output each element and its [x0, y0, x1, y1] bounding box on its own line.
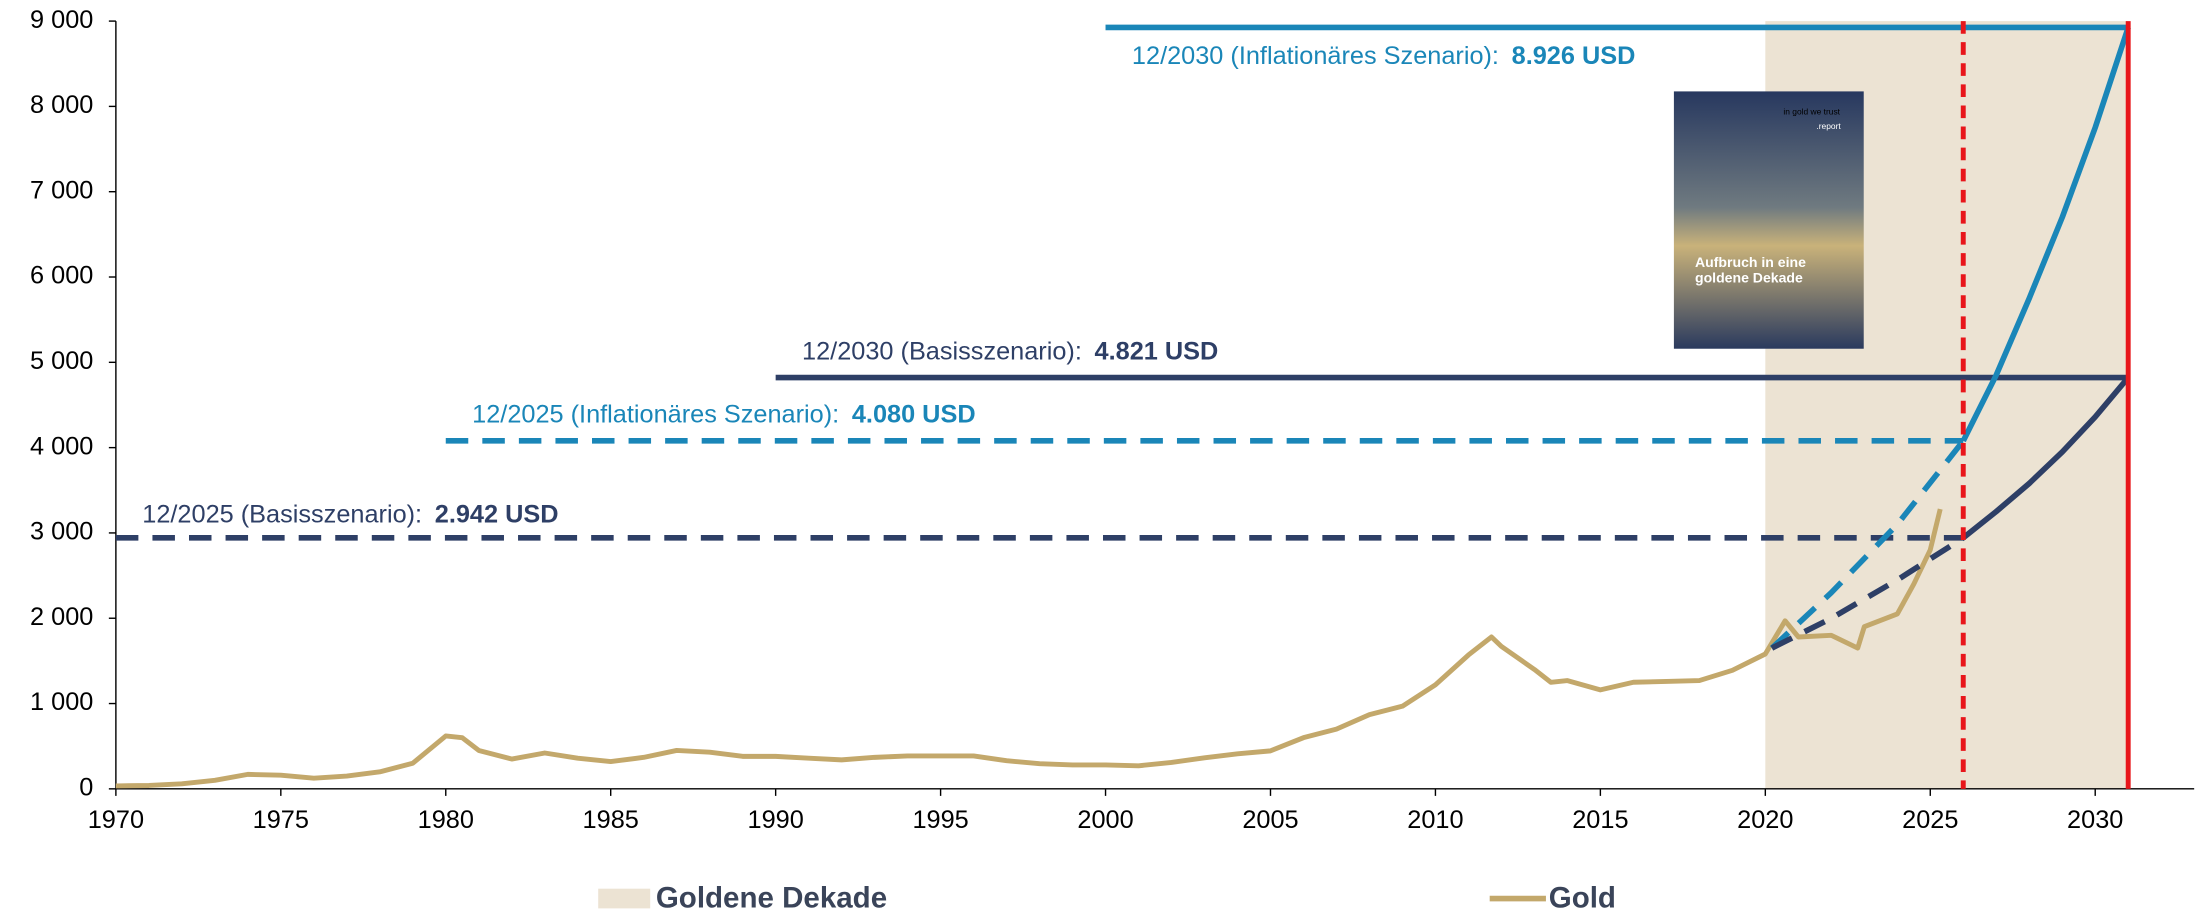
- x-tick-label: 1970: [88, 806, 144, 834]
- legend-label: Gold: [1549, 882, 1616, 914]
- x-tick-label: 2030: [2067, 806, 2123, 834]
- scenario-name: 12/2030 (Inflationäres Szenario):: [1132, 42, 1506, 70]
- legend-label: Goldene Dekade: [656, 882, 887, 914]
- y-tick-label: 4 000: [30, 432, 93, 460]
- y-tick-label: 7 000: [30, 176, 93, 204]
- x-tick-label: 2015: [1572, 806, 1628, 834]
- cover-title-box: Aufbruch in eine goldene Dekade: [1694, 255, 1806, 287]
- x-tick-label: 2010: [1407, 806, 1463, 834]
- scenario-value: 2.942 USD: [435, 500, 559, 528]
- scenario-value: 4.080 USD: [852, 400, 976, 428]
- y-tick-label: 8 000: [30, 91, 93, 119]
- scenario-label: 12/2025 (Basisszenario): 2.942 USD: [142, 500, 558, 528]
- y-tick-label: 9 000: [30, 6, 93, 34]
- scenario-value: 4.821 USD: [1095, 337, 1219, 365]
- x-tick-label: 2005: [1242, 806, 1298, 834]
- projection-line: [1961, 375, 2131, 541]
- y-tick-label: 1 000: [30, 688, 93, 716]
- x-tick-label: 1990: [748, 806, 804, 834]
- scenario-name: 12/2025 (Inflationäres Szenario):: [472, 400, 846, 428]
- cover-image: [1673, 91, 1864, 349]
- cover-brand: in gold we trust: [1783, 107, 1840, 117]
- x-tick-label: 1995: [912, 806, 968, 834]
- gold-line: [115, 508, 1943, 789]
- projection-line: [1769, 439, 1966, 651]
- scenario-value: 8.926 USD: [1512, 42, 1636, 70]
- y-tick-label: 0: [79, 774, 93, 802]
- scenario-name: 12/2030 (Basisszenario):: [802, 337, 1089, 365]
- x-tick-label: 2000: [1077, 806, 1133, 834]
- x-tick-label: 2025: [1902, 806, 1958, 834]
- scenario-label: 12/2030 (Inflationäres Szenario): 8.926 …: [1132, 42, 1635, 70]
- scenario-label: 12/2025 (Inflationäres Szenario): 4.080 …: [472, 400, 975, 428]
- x-tick-label: 2020: [1737, 806, 1793, 834]
- cover-title: Aufbruch in eine goldene Dekade: [1694, 255, 1806, 287]
- scenario-label: 12/2030 (Basisszenario): 4.821 USD: [802, 337, 1218, 365]
- x-tick-label: 1975: [253, 806, 309, 834]
- y-tick-label: 3 000: [30, 518, 93, 546]
- y-tick-label: 6 000: [30, 262, 93, 290]
- cover-tag: .report: [1816, 121, 1841, 131]
- y-tick-label: 5 000: [30, 347, 93, 375]
- projection-line: [1960, 26, 2131, 443]
- legend-swatch: [598, 888, 651, 909]
- x-tick-label: 1985: [583, 806, 639, 834]
- scenario-name: 12/2025 (Basisszenario):: [142, 500, 429, 528]
- report-cover: in gold we trust .report Aufbruch in ein…: [1673, 91, 1864, 349]
- y-tick-label: 2 000: [30, 603, 93, 631]
- x-tick-label: 1980: [418, 806, 474, 834]
